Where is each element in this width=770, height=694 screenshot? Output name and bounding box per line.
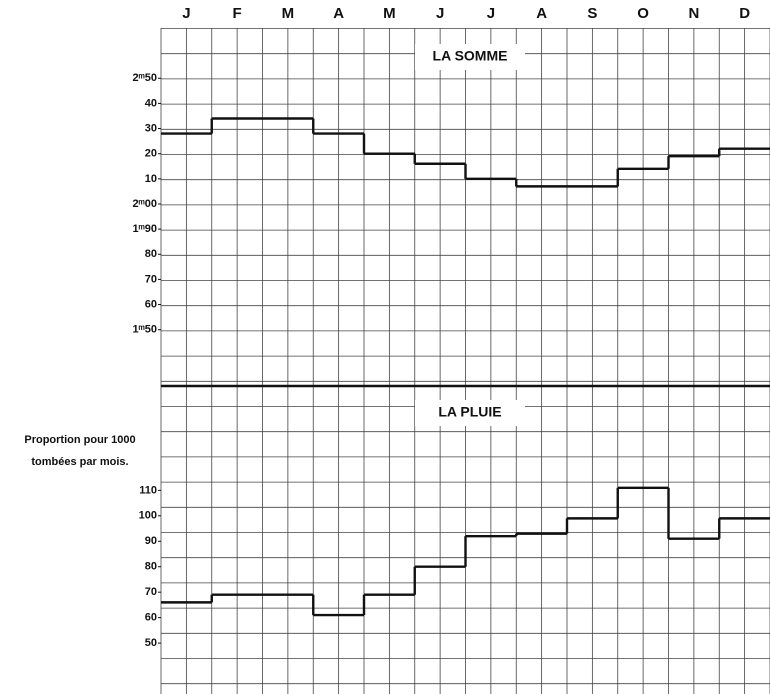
y-tick-label: 60 bbox=[145, 612, 157, 624]
y-tick-label: 110 bbox=[139, 484, 157, 496]
panel-title: LA PLUIE bbox=[438, 404, 501, 420]
y-tick-label: 70 bbox=[145, 273, 157, 285]
annotation: tombées par mois. bbox=[31, 456, 128, 468]
month-label: N bbox=[688, 5, 699, 22]
y-tick-label: 20 bbox=[145, 148, 157, 160]
y-tick-label: 2ᵐ00 bbox=[132, 198, 157, 210]
month-label: J bbox=[182, 5, 190, 22]
month-label: D bbox=[739, 5, 750, 22]
y-tick-label: 50 bbox=[145, 637, 157, 649]
y-tick-label: 70 bbox=[145, 586, 157, 598]
y-tick-label: 1ᵐ50 bbox=[132, 324, 157, 336]
y-tick-label: 2ᵐ50 bbox=[132, 72, 157, 84]
month-label: A bbox=[333, 5, 344, 22]
y-tick-label: 10 bbox=[145, 173, 157, 185]
y-tick-label: 100 bbox=[139, 510, 157, 522]
month-label: F bbox=[233, 5, 242, 22]
panel-title: LA SOMME bbox=[433, 48, 508, 64]
month-label: A bbox=[536, 5, 547, 22]
y-tick-label: 40 bbox=[145, 97, 157, 109]
month-label: S bbox=[587, 5, 597, 22]
y-tick-label: 60 bbox=[145, 298, 157, 310]
annotation: Proportion pour 1000 bbox=[24, 434, 135, 446]
month-label: J bbox=[436, 5, 444, 22]
y-tick-label: 30 bbox=[145, 122, 157, 134]
month-label: M bbox=[282, 5, 295, 22]
month-label: M bbox=[383, 5, 396, 22]
title-box bbox=[415, 44, 525, 70]
y-tick-label: 80 bbox=[145, 561, 157, 573]
month-label: J bbox=[487, 5, 495, 22]
y-tick-label: 90 bbox=[145, 535, 157, 547]
y-tick-label: 1ᵐ90 bbox=[132, 223, 157, 235]
title-box bbox=[415, 400, 525, 426]
y-tick-label: 80 bbox=[145, 248, 157, 260]
month-label: O bbox=[637, 5, 649, 22]
